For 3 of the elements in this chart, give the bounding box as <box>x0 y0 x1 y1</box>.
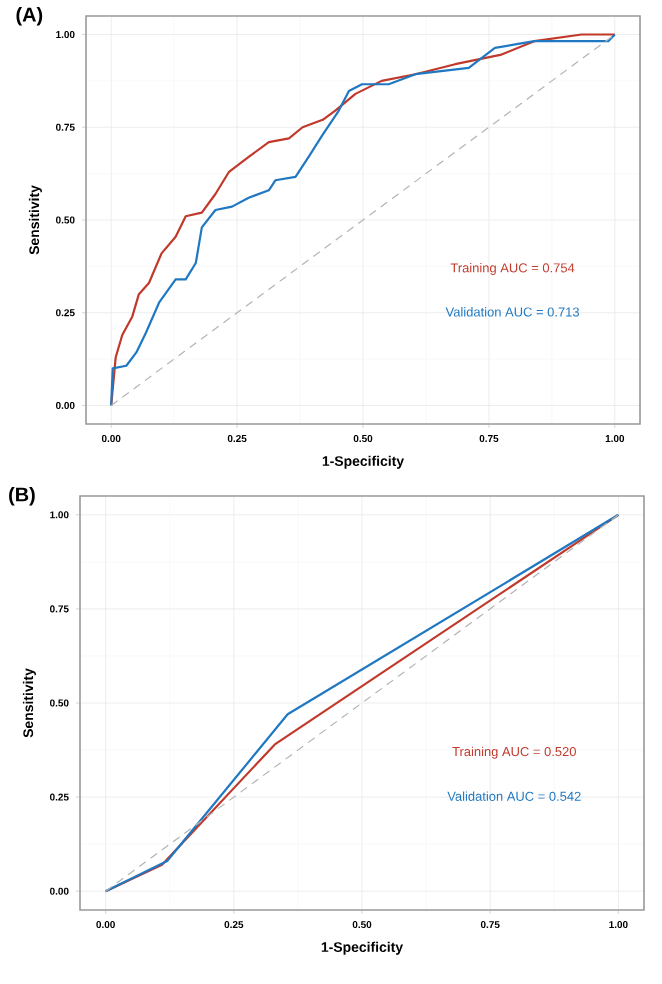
chart-title: (A) <box>16 6 43 26</box>
line-series <box>110 33 616 407</box>
chart-title: (B) <box>9 486 35 506</box>
